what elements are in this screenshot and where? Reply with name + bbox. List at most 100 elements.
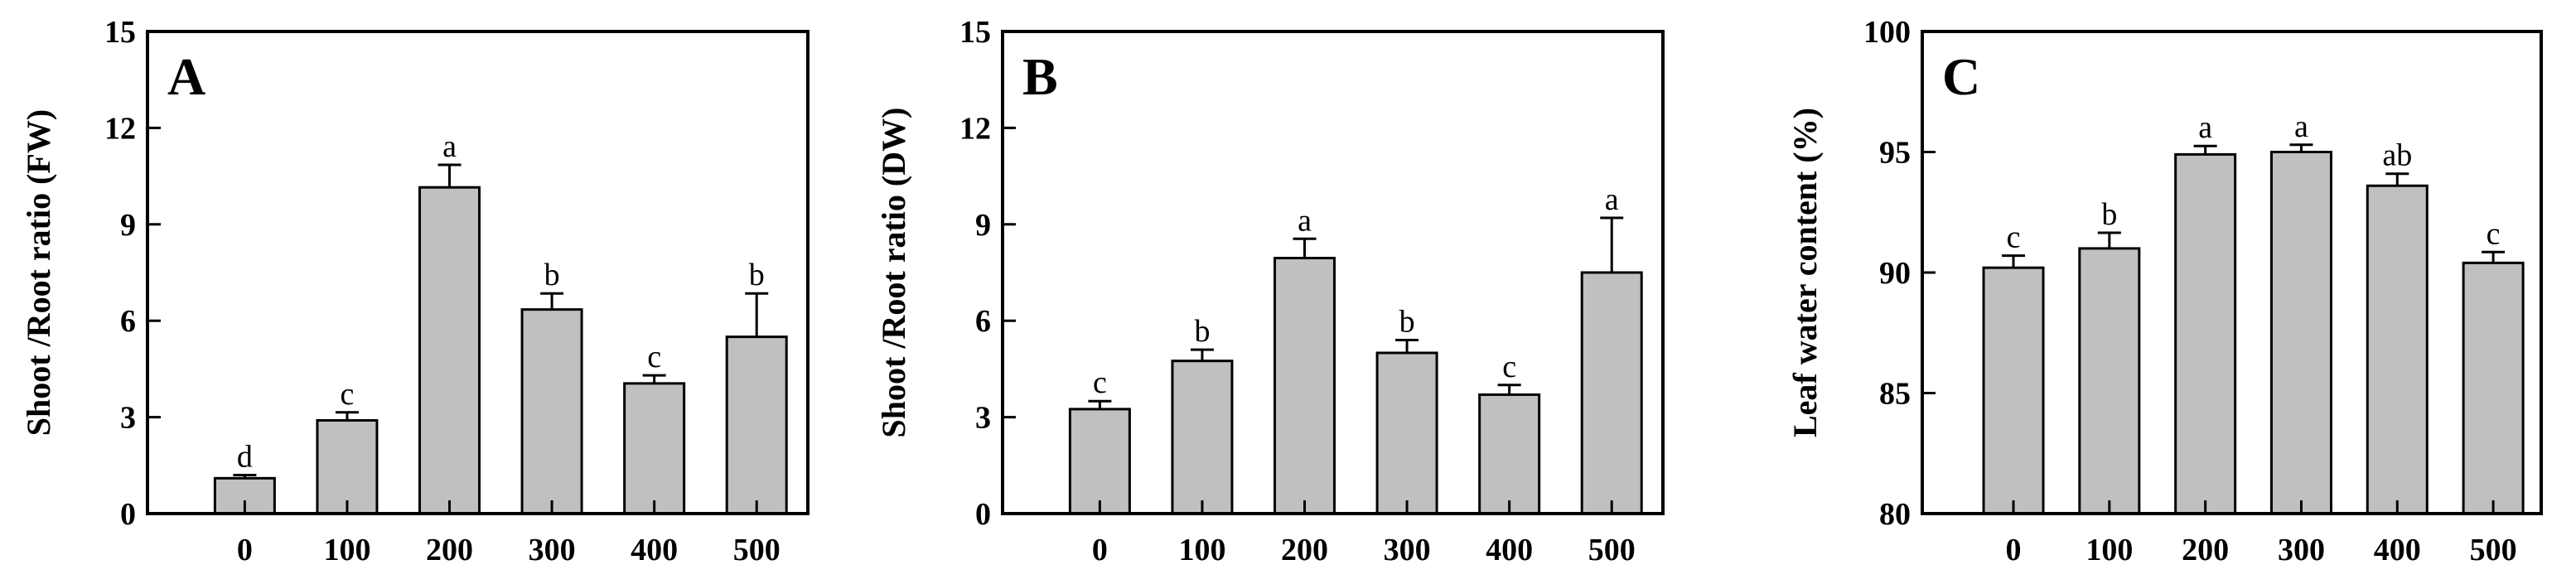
significance-label: a (442, 129, 457, 164)
y-tick-label: 6 (120, 304, 136, 339)
x-tick-label: 500 (1588, 533, 1636, 567)
y-axis-label: Shoot /Root ratio (DW) (875, 108, 912, 438)
bar-500 (725, 335, 788, 515)
error-bar (233, 473, 257, 479)
significance-label: a (1298, 203, 1312, 238)
x-tick-label: 500 (2470, 533, 2517, 567)
plot-frame (146, 30, 810, 515)
x-tick-label: 0 (1092, 533, 1108, 567)
y-tick-label: 80 (1879, 497, 1911, 532)
y-tick-label: 85 (1879, 377, 1911, 412)
error-bar (2385, 172, 2409, 186)
x-tick-label: 400 (2374, 533, 2421, 567)
significance-label: ab (2382, 138, 2412, 173)
significance-label: c (647, 340, 661, 374)
y-tick-label: 3 (975, 401, 991, 436)
bar-500 (2462, 261, 2525, 515)
panel-c: c 0 b 100 a 200 a 300 ab 400 c 500 80 85 90 95 100 C Leaf … (1786, 15, 2543, 567)
significance-label: b (544, 258, 560, 292)
x-tick-label: 500 (733, 533, 781, 567)
significance-label: c (341, 377, 355, 412)
x-tick-label: 100 (323, 533, 370, 567)
bar-100 (2078, 247, 2141, 515)
bar-400 (1478, 393, 1541, 515)
y-tick-label: 9 (975, 208, 991, 243)
significance-label: c (2007, 220, 2021, 255)
significance-label: c (1502, 350, 1516, 384)
bar-400 (623, 382, 686, 515)
x-tick-label: 100 (1178, 533, 1225, 567)
x-tick-label: 300 (529, 533, 576, 567)
bar-300 (1375, 351, 1438, 515)
significance-label: a (2198, 110, 2212, 145)
panel-a: d 0 c 100 a 200 b 300 c 400 b 500 0 3 6 9 12 15 A Shoot /Ro… (20, 15, 810, 567)
x-tick-label: 400 (1486, 533, 1533, 567)
bar-100 (1171, 360, 1234, 515)
y-axis-label: Shoot /Root ratio (FW) (20, 109, 57, 436)
panel-b: c 0 b 100 a 200 b 300 c 400 a 500 0 3 6 9 12 15 B Shoot /Ro… (875, 15, 1665, 567)
y-tick-label: 3 (120, 401, 136, 436)
x-tick-label: 0 (2006, 533, 2022, 567)
y-tick-label: 95 (1879, 136, 1911, 171)
y-tick-label: 0 (975, 497, 991, 532)
plot-frame (1921, 30, 2543, 515)
bar-300 (520, 308, 583, 515)
bar-0 (1068, 408, 1131, 515)
error-bar (1497, 384, 1521, 395)
bar-100 (316, 418, 379, 515)
x-tick-label: 200 (426, 533, 473, 567)
error-bar (437, 163, 462, 188)
error-bar (1293, 237, 1317, 258)
error-bar (2482, 250, 2506, 263)
panel-letter: A (167, 47, 205, 106)
error-bar (745, 292, 769, 337)
bar-500 (1580, 271, 1643, 515)
y-tick-label: 100 (1863, 15, 1911, 50)
y-tick-label: 90 (1879, 256, 1911, 291)
plot-frame (1001, 30, 1665, 515)
error-bar (2097, 231, 2121, 249)
error-bar (2289, 143, 2313, 152)
significance-label: b (749, 258, 765, 292)
x-tick-label: 300 (1384, 533, 1431, 567)
y-tick-label: 9 (120, 208, 136, 243)
y-tick-label: 15 (959, 15, 991, 50)
significance-label: c (2487, 216, 2501, 251)
y-tick-label: 12 (959, 111, 991, 146)
error-bar (2002, 254, 2026, 268)
x-tick-label: 100 (2085, 533, 2133, 567)
bar-300 (2269, 151, 2332, 515)
x-tick-label: 200 (1281, 533, 1328, 567)
bar-200 (2174, 152, 2237, 515)
significance-label: b (1399, 304, 1415, 339)
x-tick-label: 200 (2182, 533, 2229, 567)
bar-0 (1982, 266, 2045, 515)
error-bar (642, 374, 666, 384)
x-tick-label: 0 (237, 533, 253, 567)
y-axis-label: Leaf water content (%) (1786, 108, 1824, 437)
bar-200 (418, 186, 481, 515)
error-bar (540, 292, 564, 310)
significance-label: b (2101, 197, 2117, 232)
panel-letter: C (1942, 47, 1980, 106)
significance-label: a (1605, 182, 1619, 217)
error-bar (1190, 348, 1214, 361)
error-bar (2193, 144, 2217, 155)
y-tick-label: 0 (120, 497, 136, 532)
significance-label: b (1194, 314, 1210, 349)
y-tick-label: 6 (975, 304, 991, 339)
panel-letter: B (1022, 47, 1058, 106)
y-tick-label: 15 (104, 15, 136, 50)
significance-label: a (2294, 109, 2308, 144)
y-tick-label: 12 (104, 111, 136, 146)
significance-label: d (237, 439, 253, 474)
error-bar (335, 411, 359, 421)
x-tick-label: 300 (2278, 533, 2325, 567)
error-bar (1088, 399, 1112, 409)
error-bar (1395, 338, 1419, 353)
x-tick-label: 400 (631, 533, 678, 567)
bar-400 (2366, 184, 2429, 515)
error-bar (1600, 216, 1624, 273)
bar-200 (1274, 257, 1336, 515)
